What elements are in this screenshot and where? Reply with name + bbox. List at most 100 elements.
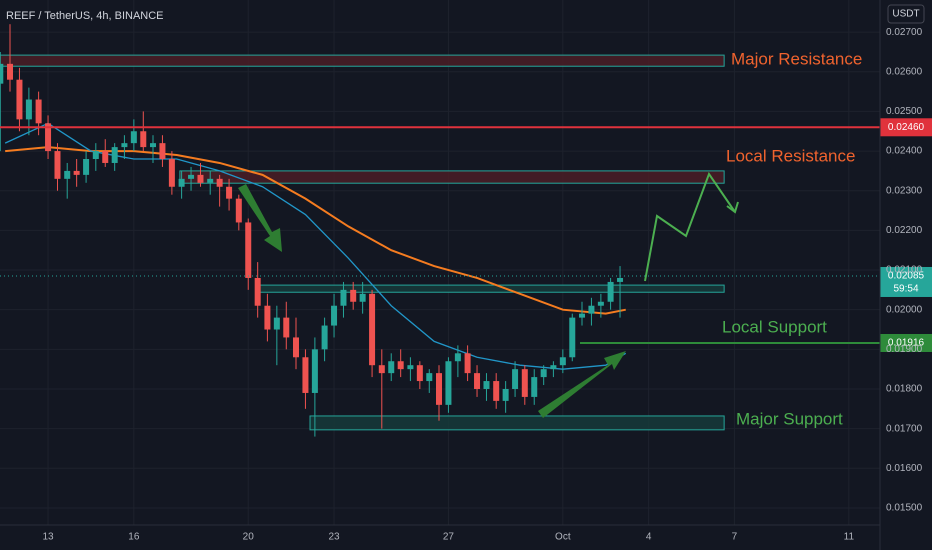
candle-body [617, 277, 624, 282]
x-tick-label: 7 [732, 532, 738, 543]
candle-body [35, 99, 42, 124]
candle-body [197, 174, 204, 183]
x-tick-label: 27 [443, 532, 455, 543]
candle-body [454, 353, 461, 362]
candle-body [45, 123, 52, 152]
y-tick-label: 0.02600 [886, 66, 923, 77]
candle-body [464, 353, 471, 374]
candle-body [111, 147, 118, 163]
candle-body [140, 131, 147, 148]
candle-body [25, 99, 32, 120]
x-tick-label: Oct [555, 532, 571, 543]
candle-body [350, 289, 357, 302]
price-tag-label: 0.02085 [888, 271, 925, 282]
candle-body [483, 381, 490, 389]
candle-body [293, 337, 300, 358]
levels: 0.02460 0.01916 0.02085 59:54 [0, 118, 932, 352]
y-tick-label: 0.01900 [886, 344, 923, 355]
annotation: Local Resistance [726, 146, 855, 165]
candle-body [273, 317, 280, 330]
x-tick-label: 11 [844, 532, 855, 543]
candle-body [16, 79, 23, 120]
y-tick-label: 0.01800 [886, 384, 923, 395]
candle-body [64, 170, 71, 179]
zones [0, 54, 725, 431]
candle-body [445, 361, 452, 405]
price-tag [880, 333, 932, 352]
candle-body [159, 143, 166, 160]
candle-body [102, 151, 109, 163]
price-tag-label: 0.01916 [888, 338, 925, 349]
y-tick-label: 0.02300 [886, 185, 923, 196]
candle-body [597, 301, 604, 306]
x-tick-label: 13 [42, 532, 54, 543]
x-tick-label: 23 [328, 532, 340, 543]
candle-body [521, 369, 528, 397]
candle-body [216, 178, 223, 187]
y-tick-label: 0.01500 [886, 503, 923, 514]
y-tick-label: 0.01700 [886, 423, 923, 434]
price-tag [880, 118, 932, 137]
candle-body [302, 357, 309, 393]
zone [179, 170, 725, 184]
up-arrow [538, 351, 626, 418]
candle-body [607, 281, 614, 302]
y-tick-label: 0.02100 [886, 265, 923, 276]
candle-body [235, 198, 242, 223]
price-tag [880, 266, 932, 297]
annotation: Major Resistance [731, 49, 862, 68]
candle-body [416, 365, 423, 382]
candle-body [207, 178, 214, 183]
candle-body [502, 388, 509, 401]
candles [0, 24, 624, 437]
candle-body [226, 186, 233, 199]
candle-body [331, 305, 338, 326]
candle-body [0, 63, 4, 84]
candle-body [321, 325, 328, 350]
projection [644, 171, 736, 282]
candle-body [388, 361, 395, 374]
candle-body [559, 357, 566, 366]
candle-body [588, 305, 595, 314]
candle-body [493, 381, 500, 401]
candle-body [397, 361, 404, 370]
candle-body [407, 365, 414, 370]
zone [257, 284, 725, 293]
candle-body [435, 373, 442, 405]
price-tag-label: 0.02460 [888, 122, 925, 133]
grid [0, 0, 880, 525]
candle-body [245, 222, 252, 278]
y-tick-label: 0.01600 [886, 463, 923, 474]
candle-body [569, 317, 576, 358]
candle-body [7, 63, 14, 80]
candle-body [178, 178, 185, 187]
down-arrow [238, 184, 282, 252]
candle-body [73, 170, 80, 175]
annotation: Major Support [736, 409, 843, 428]
candle-body [550, 365, 557, 370]
candle-body [168, 159, 175, 187]
y-tick-label: 0.02200 [886, 225, 923, 236]
candle-body [369, 293, 376, 366]
candle-body [531, 377, 538, 397]
candle-body [188, 174, 195, 179]
candle-body [254, 277, 261, 306]
x-tick-label: 4 [646, 532, 652, 543]
candle-body [540, 369, 547, 378]
zone [0, 54, 725, 67]
candle-body [92, 151, 99, 160]
candle-body [578, 313, 585, 318]
projection-head [726, 201, 739, 214]
candle-body [340, 289, 347, 306]
x-tick-label: 16 [128, 532, 140, 543]
candle-body [130, 131, 137, 144]
axis: 0.01500 0.01600 0.01700 0.01800 0.01900 0.020… [42, 27, 922, 543]
candle-body [264, 305, 271, 330]
y-tick-label: 0.02700 [886, 27, 923, 38]
candle-body [378, 365, 385, 374]
candle-body [311, 349, 318, 393]
chart-title: REEF / TetherUS, 4h, BINANCE [6, 10, 164, 22]
currency-box [887, 4, 925, 24]
